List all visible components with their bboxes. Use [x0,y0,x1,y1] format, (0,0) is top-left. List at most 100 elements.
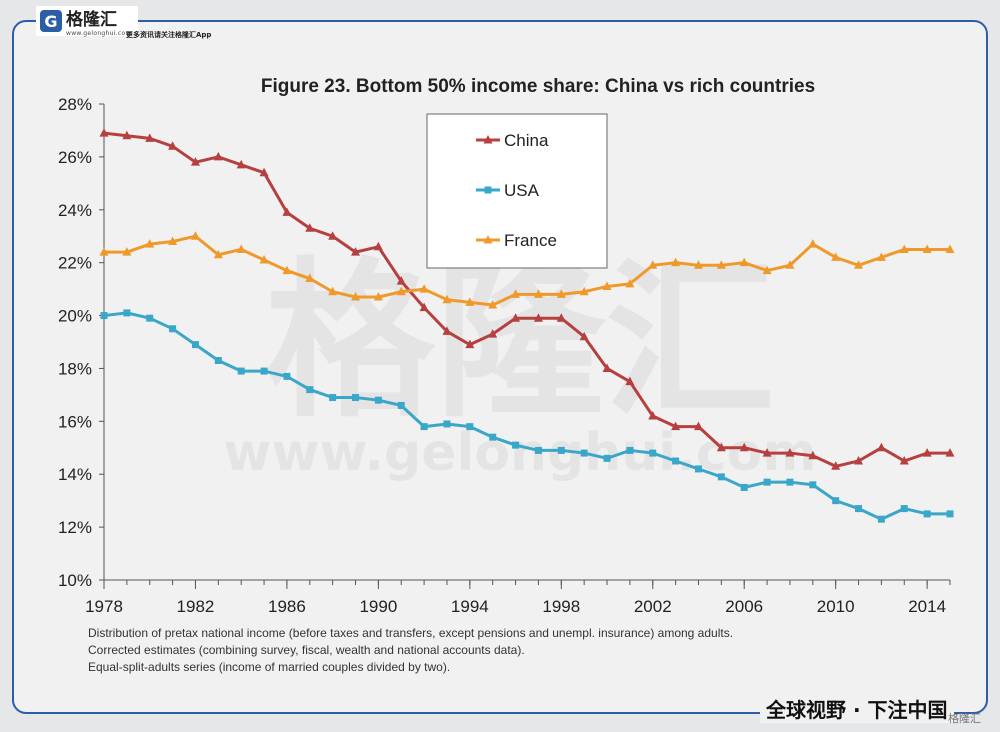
data-point-china [190,157,200,166]
data-point-usa [900,505,908,513]
data-point-china [282,207,292,216]
data-point-usa [260,367,268,375]
data-point-france [854,260,864,269]
data-point-usa [672,457,680,465]
chart-title: Figure 23. Bottom 50% income share: Chin… [261,76,815,97]
data-point-usa [329,394,337,402]
logo-g-icon: G [40,10,62,32]
logo-tagline: 更多资讯请关注格隆汇App [126,31,212,39]
data-point-france [716,260,726,269]
data-point-usa [877,515,885,523]
data-point-usa [557,446,565,454]
data-point-france [145,239,155,248]
x-tick-label: 1994 [451,597,489,616]
x-tick-label: 2014 [908,597,946,616]
data-point-china [145,133,155,142]
data-point-usa [946,510,954,518]
data-point-china [328,231,338,240]
data-point-france [831,252,841,261]
legend-box [426,113,608,269]
data-point-china [99,128,109,137]
data-point-china [648,411,658,420]
data-point-china [488,329,498,338]
legend-label-france: France [504,231,557,250]
data-point-france [579,286,589,296]
note-line: Distribution of pretax national income (… [88,626,734,640]
x-tick-label: 1982 [177,597,215,616]
data-point-france [876,252,886,261]
x-tick-label: 1998 [542,597,580,616]
y-tick-label: 20% [58,307,92,326]
data-point-china [716,442,726,452]
data-point-usa [420,423,428,431]
data-point-usa [580,449,588,457]
x-tick-label: 2006 [725,597,763,616]
watermark-url: www.gelonghui.com [223,423,816,483]
data-point-france [693,260,703,269]
data-point-france [556,289,566,298]
series-china [99,128,955,470]
series-line-france [104,234,950,307]
series-usa [100,309,954,523]
y-tick-label: 18% [58,359,92,378]
data-point-france [625,278,635,288]
data-point-usa [740,483,748,491]
data-point-usa [649,449,657,457]
y-tick-label: 16% [58,412,92,431]
note-line: Corrected estimates (combining survey, f… [88,643,525,657]
data-point-usa [191,341,199,349]
data-point-usa [694,465,702,473]
legend-label-usa: USA [504,181,540,200]
watermark: 格隆汇 www.gelonghui.com [223,243,816,483]
data-point-france [351,292,361,301]
data-point-usa [352,394,360,402]
data-point-china [419,302,429,312]
data-point-usa [466,423,474,431]
data-point-france [328,286,338,296]
data-point-usa [283,372,291,380]
data-point-china [168,141,178,150]
y-tick-label: 12% [58,518,92,537]
x-tick-label: 1986 [268,597,306,616]
data-point-france [808,239,818,248]
data-point-usa [397,401,405,409]
data-point-usa [374,396,382,404]
data-point-usa [443,420,451,428]
chart-notes: Distribution of pretax national income (… [88,625,733,676]
data-point-usa [100,312,108,320]
data-point-usa [123,309,131,317]
data-point-china [579,331,589,341]
data-point-france [465,297,475,306]
data-point-usa [832,497,840,505]
data-point-usa [169,325,177,333]
watermark-text: 格隆汇 [265,243,775,441]
data-point-france [739,257,749,267]
data-point-france [488,299,498,309]
data-point-china [671,421,681,431]
data-point-usa [786,478,794,486]
x-tick-label: 2002 [634,597,672,616]
data-point-france [168,236,178,246]
data-point-france [419,284,429,293]
y-tick-label: 26% [58,148,92,167]
data-point-china [236,159,246,169]
data-point-france [671,257,681,267]
data-point-france [282,265,292,275]
data-point-usa [603,454,611,462]
data-point-france [899,244,909,253]
data-point-usa [923,510,931,518]
data-point-china [442,326,452,335]
legend-marker-france [483,235,493,244]
series-line-china [103,131,950,468]
data-point-france [533,289,543,298]
y-tick-label: 10% [58,571,92,590]
y-tick-label: 24% [58,201,92,220]
series-line-usa [103,311,950,521]
data-point-china [556,313,566,322]
data-point-usa [626,446,634,454]
data-point-china [831,461,841,470]
series-france [99,231,955,309]
y-tick-label: 14% [58,465,92,484]
data-point-china [739,442,749,452]
data-point-usa [763,478,771,486]
